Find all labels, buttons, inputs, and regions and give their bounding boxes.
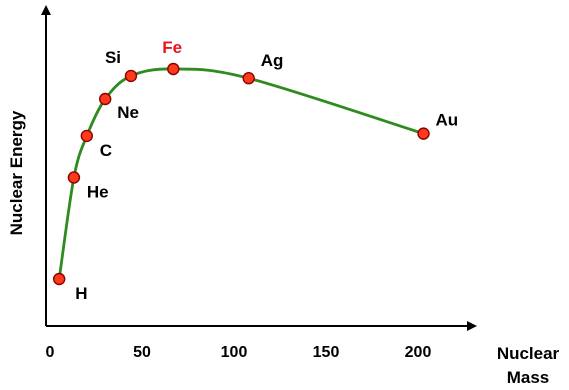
- marker-ag: [242, 72, 255, 85]
- label-he: He: [87, 182, 109, 201]
- marker-au: [417, 127, 430, 140]
- x-axis-label-line2: Mass: [507, 368, 550, 387]
- x-tick-label: 0: [46, 344, 55, 361]
- x-ticks: 0 50 100 150 200: [46, 344, 432, 361]
- element-labels: H He C Ne Si Fe Ag Au: [75, 38, 458, 303]
- x-axis-label-line1: Nuclear: [497, 344, 560, 363]
- marker-c: [80, 129, 94, 143]
- element-markers: [53, 62, 430, 286]
- x-tick-label: 50: [133, 344, 151, 361]
- y-axis-label: Nuclear Energy: [7, 110, 26, 235]
- label-c: C: [100, 141, 112, 160]
- marker-ne: [98, 92, 112, 106]
- label-au: Au: [436, 111, 459, 130]
- binding-energy-curve: [57, 67, 424, 280]
- label-ne: Ne: [117, 103, 139, 122]
- x-tick-label: 150: [313, 344, 340, 361]
- marker-he: [67, 171, 81, 184]
- marker-h: [53, 272, 66, 286]
- marker-si: [124, 69, 138, 83]
- label-fe: Fe: [162, 38, 182, 57]
- label-h: H: [75, 284, 87, 303]
- label-si: Si: [105, 48, 121, 67]
- marker-fe: [167, 62, 180, 76]
- x-tick-label: 100: [221, 344, 248, 361]
- x-tick-label: 200: [405, 344, 432, 361]
- label-ag: Ag: [261, 51, 284, 70]
